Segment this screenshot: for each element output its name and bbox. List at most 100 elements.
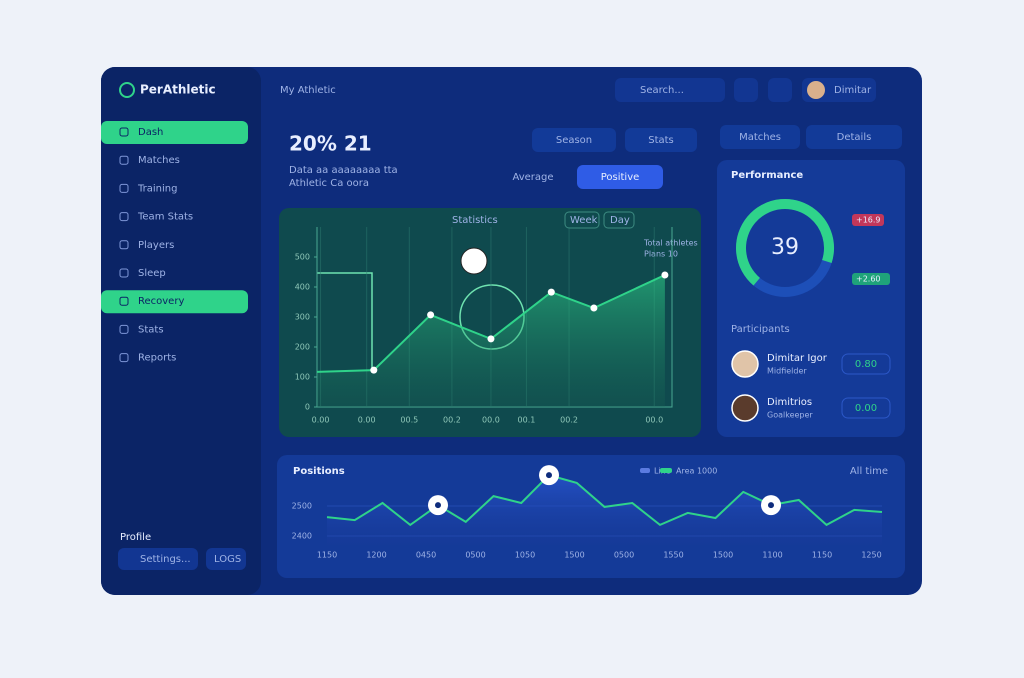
header-button-text: Season	[556, 135, 592, 146]
header-button-text: Stats	[648, 135, 674, 146]
nav-icon	[119, 183, 129, 193]
x-tick-label: 0500	[465, 551, 485, 560]
area-title: Statistics	[452, 215, 498, 226]
header-buttons: Season Stats Matches Details Average Positive	[512, 125, 902, 189]
x-tick-label: 1100	[762, 551, 782, 560]
brand: PerAthletic	[140, 83, 216, 97]
x-tick-label: 1150	[812, 551, 832, 560]
y-tick-label: 200	[295, 343, 310, 352]
y-tick-label: 500	[295, 253, 310, 262]
x-tick-label: 0450	[416, 551, 436, 560]
x-tick-label: 00.1	[518, 416, 536, 425]
nav-item[interactable]: Recovery	[138, 296, 184, 307]
performance-title: Performance	[731, 170, 803, 181]
header-button-text: Matches	[739, 132, 781, 143]
icon-button[interactable]	[768, 78, 792, 102]
stat-badge	[852, 273, 890, 285]
icon-button[interactable]	[734, 78, 758, 102]
player-badge[interactable]	[841, 353, 891, 375]
sidebar-nav: Dash Matches Training Team Stats Players Slee…	[101, 121, 248, 364]
player-badge-text: 0.80	[855, 359, 877, 370]
header-title: 20% 21	[289, 132, 372, 156]
nav-icon	[119, 268, 129, 278]
header-line: Athletic Ca oora	[289, 178, 369, 189]
x-tick-label: 00.2	[560, 416, 578, 425]
nav-icon	[119, 296, 129, 306]
x-tick-label: 1500	[713, 551, 733, 560]
tab-text: Day	[610, 215, 630, 226]
x-tick-label: 0.00	[312, 416, 330, 425]
settings-button[interactable]	[118, 548, 198, 570]
x-tick-label: 1250	[861, 551, 881, 560]
header-button-text: Positive	[601, 172, 640, 183]
performance-panel	[717, 160, 905, 437]
player-badge-text: 0.00	[855, 403, 877, 414]
breadcrumb: My Athletic	[280, 85, 336, 96]
header-button[interactable]	[625, 128, 697, 152]
sidebar	[101, 67, 261, 595]
nav-icon	[119, 155, 129, 165]
nav-item[interactable]: Training	[137, 183, 177, 194]
player-avatar	[731, 350, 759, 378]
search-box[interactable]	[615, 78, 725, 102]
nav-icon	[119, 127, 129, 137]
y-tick-label: 2500	[292, 502, 312, 511]
header-button[interactable]	[720, 125, 800, 149]
area-chart: 0 100 200 300 400 500 0.00 0.00 00.5 00.2 00.0 00.1…	[295, 227, 673, 425]
x-tick-label: 1150	[317, 551, 337, 560]
x-tick-label: 1050	[515, 551, 535, 560]
y-tick-label: 300	[295, 313, 310, 322]
participants-label: Participants	[731, 324, 790, 335]
nav-item[interactable]: Dash	[138, 127, 163, 138]
logo	[119, 82, 135, 98]
data-point	[487, 335, 495, 343]
y-tick-label: 100	[295, 373, 310, 382]
logs-button[interactable]	[206, 548, 246, 570]
legend-entry: Area 1000	[676, 467, 717, 476]
gauge-fill	[735, 199, 834, 297]
player-list: Dimitar Igor Midfielder 0.80 Dimitrios Goalk…	[731, 350, 891, 422]
nav-item[interactable]: Players	[138, 240, 174, 251]
user-name: Dimitar	[834, 85, 872, 96]
tab[interactable]	[564, 211, 600, 229]
x-tick-label: 1550	[663, 551, 683, 560]
player-badge[interactable]	[841, 397, 891, 419]
stat-badge	[852, 214, 884, 226]
legend-entry: Plans 10	[644, 250, 678, 259]
line	[326, 473, 883, 527]
nav-item[interactable]: Team Stats	[137, 212, 193, 223]
nav-item[interactable]: Sleep	[138, 268, 166, 279]
nav-icon	[119, 212, 129, 222]
stat-value: +2.60	[856, 275, 881, 284]
header-button[interactable]	[577, 165, 663, 189]
header-button[interactable]	[806, 125, 902, 149]
search-placeholder: Search...	[640, 85, 684, 96]
x-tick-label: 0500	[614, 551, 634, 560]
header-line: Data aa aaaaaaaa tta	[289, 165, 398, 176]
highlight-dot	[546, 472, 552, 479]
data-point	[590, 304, 598, 312]
x-tick-label: 0.00	[358, 416, 376, 425]
nav-item[interactable]: Stats	[138, 324, 164, 335]
legend-swatch	[660, 468, 672, 473]
data-point	[547, 288, 555, 296]
header-button[interactable]	[532, 128, 616, 152]
player-name: Dimitar Igor	[767, 353, 828, 364]
nav-item[interactable]: Reports	[138, 353, 176, 364]
settings-text: Settings...	[140, 554, 191, 565]
line-chart: 2400 2500 1150 1200 0450 0500 1050 1500 0500 1550…	[292, 465, 883, 560]
data-point	[661, 271, 669, 279]
nav-icon	[119, 353, 129, 363]
profile-label: Profile	[120, 532, 151, 543]
logs-text: LOGS	[214, 554, 241, 565]
nav-icon	[119, 240, 129, 250]
line-title: Positions	[293, 466, 345, 477]
nav-item[interactable]: Matches	[138, 155, 180, 166]
player-role: Midfielder	[767, 367, 807, 376]
tab[interactable]	[603, 211, 635, 229]
x-tick-label: 00.0	[645, 416, 663, 425]
range-label: All time	[850, 466, 888, 477]
y-tick-label: 400	[295, 283, 310, 292]
stat-value: +16.9	[856, 216, 881, 225]
